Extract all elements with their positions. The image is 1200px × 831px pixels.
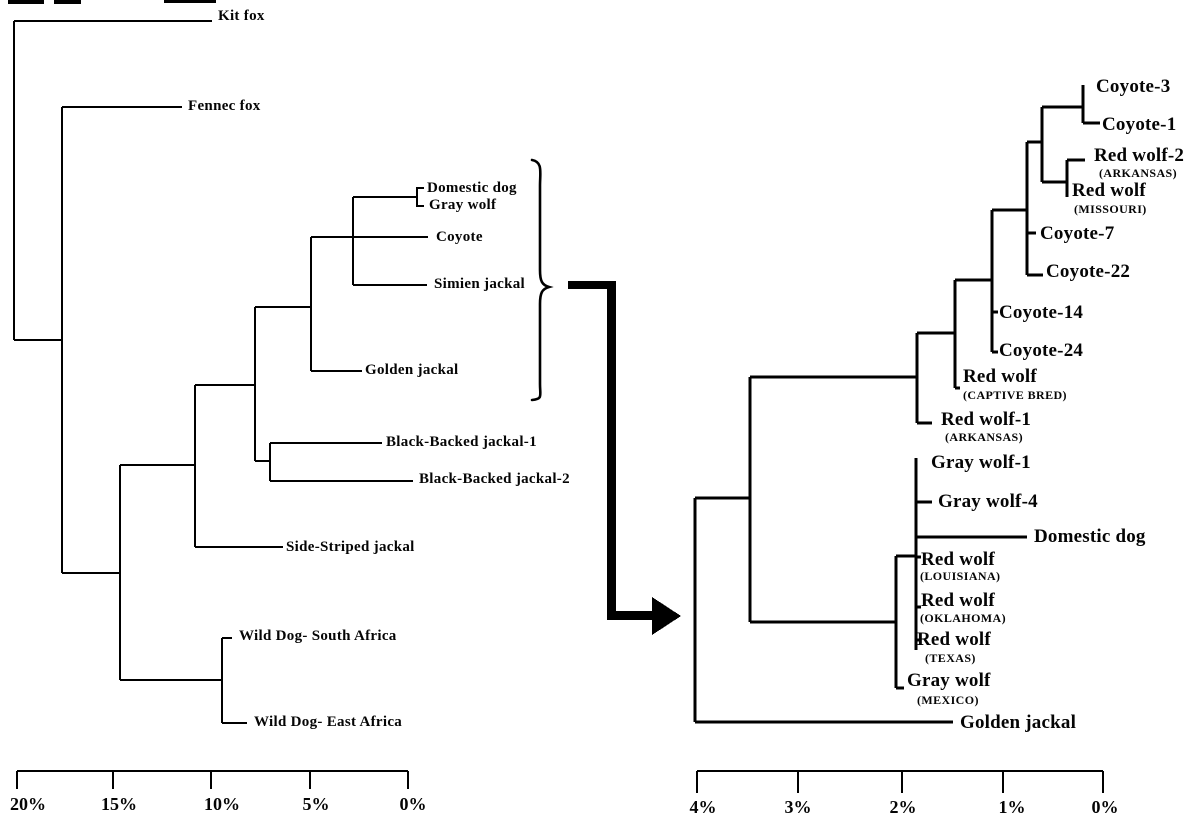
leaf-black-backed-jackal-1: Black-Backed jackal-1 (386, 434, 537, 450)
leaf-golden-jackal-right: Golden jackal (960, 712, 1077, 733)
leaf-red-wolf-louisiana: Red wolf (921, 549, 995, 570)
leaf-red-wolf-captive-locale: (CAPTIVE BRED) (963, 388, 1067, 402)
leaf-simien-jackal: Simien jackal (434, 276, 525, 292)
leaf-coyote-24: Coyote-24 (999, 340, 1084, 361)
leaf-coyote: Coyote (436, 229, 483, 245)
leaf-golden-jackal: Golden jackal (365, 362, 459, 378)
leaf-red-wolf-1: Red wolf-1 (941, 409, 1032, 430)
leaf-red-wolf-oklahoma: Red wolf (921, 590, 995, 611)
left-scale-tick-10: 10% (204, 794, 240, 814)
leaf-gray-wolf: Gray wolf (429, 197, 497, 213)
leaf-wild-dog-south-africa: Wild Dog- South Africa (239, 628, 397, 644)
leaf-domestic-dog: Domestic dog (427, 180, 517, 196)
left-scale-tick-20: 20% (10, 794, 46, 814)
leaf-red-wolf-texas: Red wolf (917, 629, 991, 650)
right-tree-branches (693, 85, 1100, 724)
leaf-red-wolf-1-locale: (ARKANSAS) (945, 430, 1024, 444)
leaf-red-wolf-louisiana-locale: (LOUISIANA) (920, 569, 1001, 583)
right-scale-tick-2: 2% (889, 797, 917, 817)
leaf-coyote-3: Coyote-3 (1096, 76, 1171, 97)
leaf-black-backed-jackal-2: Black-Backed jackal-2 (419, 471, 570, 487)
clade-brace (530, 158, 554, 402)
leaf-coyote-22: Coyote-22 (1046, 261, 1131, 282)
leaf-red-wolf-texas-locale: (TEXAS) (925, 651, 976, 665)
right-scale-tick-4: 4% (689, 797, 717, 817)
leaf-red-wolf-missouri: Red wolf (1072, 180, 1146, 201)
top-edge-crop-fragments (8, 0, 216, 4)
zoom-arrow (568, 281, 681, 635)
leaf-coyote-7: Coyote-7 (1040, 223, 1115, 244)
leaf-coyote-1: Coyote-1 (1102, 114, 1177, 135)
left-scale-tick-15: 15% (101, 794, 137, 814)
right-scale-tick-1: 1% (998, 797, 1026, 817)
leaf-red-wolf-missouri-locale: (MISSOURI) (1074, 202, 1147, 216)
leaf-domestic-dog-right: Domestic dog (1034, 526, 1146, 547)
leaf-red-wolf-2-locale: (ARKANSAS) (1099, 166, 1178, 180)
right-scale-tick-0: 0% (1091, 797, 1119, 817)
left-tree-branches (12, 19, 428, 725)
leaf-red-wolf-2: Red wolf-2 (1094, 145, 1185, 166)
left-scale-tick-0: 0% (399, 794, 427, 814)
leaf-wild-dog-east-africa: Wild Dog- East Africa (254, 714, 403, 730)
leaf-gray-wolf-mexico-locale: (MEXICO) (917, 693, 979, 707)
leaf-gray-wolf-mexico: Gray wolf (907, 670, 991, 691)
left-scale-tick-5: 5% (302, 794, 330, 814)
leaf-kit-fox: Kit fox (218, 8, 265, 24)
leaf-red-wolf-oklahoma-locale: (OKLAHOMA) (920, 611, 1006, 625)
leaf-coyote-14: Coyote-14 (999, 302, 1084, 323)
leaf-fennec-fox: Fennec fox (188, 98, 261, 114)
leaf-red-wolf-captive: Red wolf (963, 366, 1037, 387)
leaf-gray-wolf-1: Gray wolf-1 (931, 452, 1031, 473)
right-scale-tick-3: 3% (784, 797, 812, 817)
leaf-gray-wolf-4: Gray wolf-4 (938, 491, 1038, 512)
right-scale-bar (695, 769, 1105, 793)
leaf-side-striped-jackal: Side-Striped jackal (286, 539, 415, 555)
left-scale-bar (15, 769, 410, 789)
